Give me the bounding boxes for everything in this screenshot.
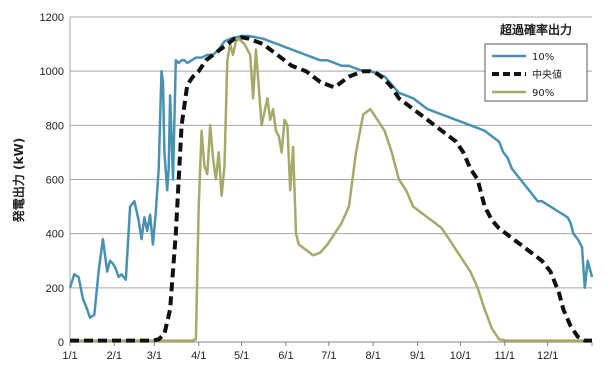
x-tick-label: 7/1 bbox=[321, 350, 336, 362]
x-tick-label: 6/1 bbox=[278, 350, 293, 362]
series-line-2 bbox=[70, 37, 592, 342]
x-tick-label: 1/1 bbox=[62, 350, 77, 362]
y-tick-label: 200 bbox=[46, 283, 64, 295]
x-tick-label: 4/1 bbox=[191, 350, 206, 362]
y-tick-labels: 0 200 400 600 800 1000 1200 bbox=[40, 12, 64, 349]
y-tick-label: 600 bbox=[46, 175, 64, 187]
y-tick-label: 800 bbox=[46, 120, 64, 132]
y-tick-label: 1000 bbox=[40, 66, 64, 78]
x-tick-label: 11/1 bbox=[494, 350, 515, 362]
legend-title: 超過確率出力 bbox=[499, 22, 572, 37]
x-tick-label: 9/1 bbox=[410, 350, 425, 362]
y-axis-title: 発電出力 (kW) bbox=[11, 138, 26, 223]
legend-label: 中央値 bbox=[532, 68, 562, 81]
x-tick-label: 2/1 bbox=[107, 350, 122, 362]
x-tick-label: 10/1 bbox=[450, 350, 471, 362]
legend-label: 10% bbox=[532, 52, 554, 63]
legend-label: 90% bbox=[532, 88, 554, 99]
y-tick-label: 400 bbox=[46, 229, 64, 241]
x-tick-label: 3/1 bbox=[147, 350, 162, 362]
x-tick-labels: 1/1 2/1 3/1 4/1 5/1 6/1 7/1 8/1 9/1 10/1 11/1 12/1 bbox=[62, 342, 593, 362]
x-tick-label: 5/1 bbox=[234, 350, 249, 362]
legend: 超過確率出力 10% 中央値 90% bbox=[484, 22, 588, 102]
y-tick-label: 0 bbox=[58, 337, 64, 349]
series-lines bbox=[68, 34, 594, 343]
x-tick-label: 8/1 bbox=[366, 350, 381, 362]
series-line-1 bbox=[70, 35, 592, 343]
series-line-0 bbox=[68, 34, 594, 319]
y-tick-label: 1200 bbox=[40, 12, 64, 24]
x-tick-label: 12/1 bbox=[537, 350, 558, 362]
